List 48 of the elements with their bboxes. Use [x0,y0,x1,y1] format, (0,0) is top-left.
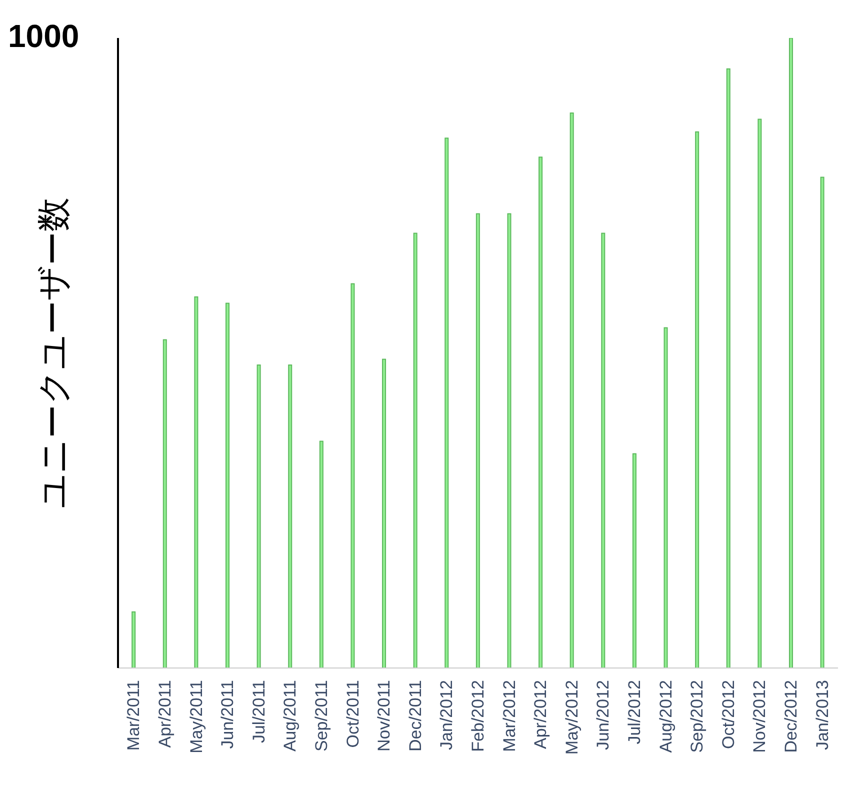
x-tick-label: Nov/2011 [374,680,394,752]
bar [350,283,355,668]
bar [382,358,386,668]
bar [570,112,574,668]
bar [695,131,700,668]
x-tick-label: Sep/2011 [312,680,331,752]
x-tick-label: Dec/2012 [782,680,801,753]
bar [726,68,730,668]
x-tick-label: Apr/2012 [531,680,550,749]
bar [413,232,418,668]
x-tick-label: Apr/2011 [155,680,174,748]
x-tick-label: Aug/2012 [656,680,676,753]
bar [538,156,543,668]
x-tick-label: Jun/2012 [594,680,613,750]
bar [319,440,324,668]
bar [162,339,167,668]
bar [288,364,292,668]
bar [788,38,793,668]
bar [632,453,636,668]
bar [820,176,824,668]
bar [664,327,668,668]
x-tick-label: Jun/2011 [218,680,238,749]
x-tick-label: Mar/2012 [500,680,519,752]
x-tick-label: May/2011 [186,680,206,754]
bar [507,213,512,668]
bar [256,364,261,668]
bar [758,118,762,668]
x-tick-label: Sep/2012 [688,680,707,753]
x-tick-label: Dec/2011 [406,680,425,752]
bar [194,296,198,668]
x-tick-label: Oct/2012 [718,680,738,749]
x-tick-label: May/2012 [562,680,582,755]
text: 1000 [8,18,80,55]
x-tick-label: Jul/2012 [625,680,644,744]
bar [132,611,136,668]
bar [476,213,480,668]
y-axis-title: ユニークユーザー数 [34,198,74,508]
x-tick-label: Jul/2011 [249,680,268,744]
x-tick-label: Jan/2013 [812,680,832,750]
x-tick-label: Jan/2012 [437,680,456,750]
x-tick-label: Aug/2011 [280,680,300,752]
bar [444,138,449,668]
x-tick-label: Feb/2012 [468,680,488,752]
bar [226,302,230,668]
x-tick-label: Oct/2011 [343,680,362,748]
x-tick-label: Nov/2012 [750,680,770,753]
x-tick-label: Mar/2011 [124,680,144,751]
bar [601,232,606,668]
